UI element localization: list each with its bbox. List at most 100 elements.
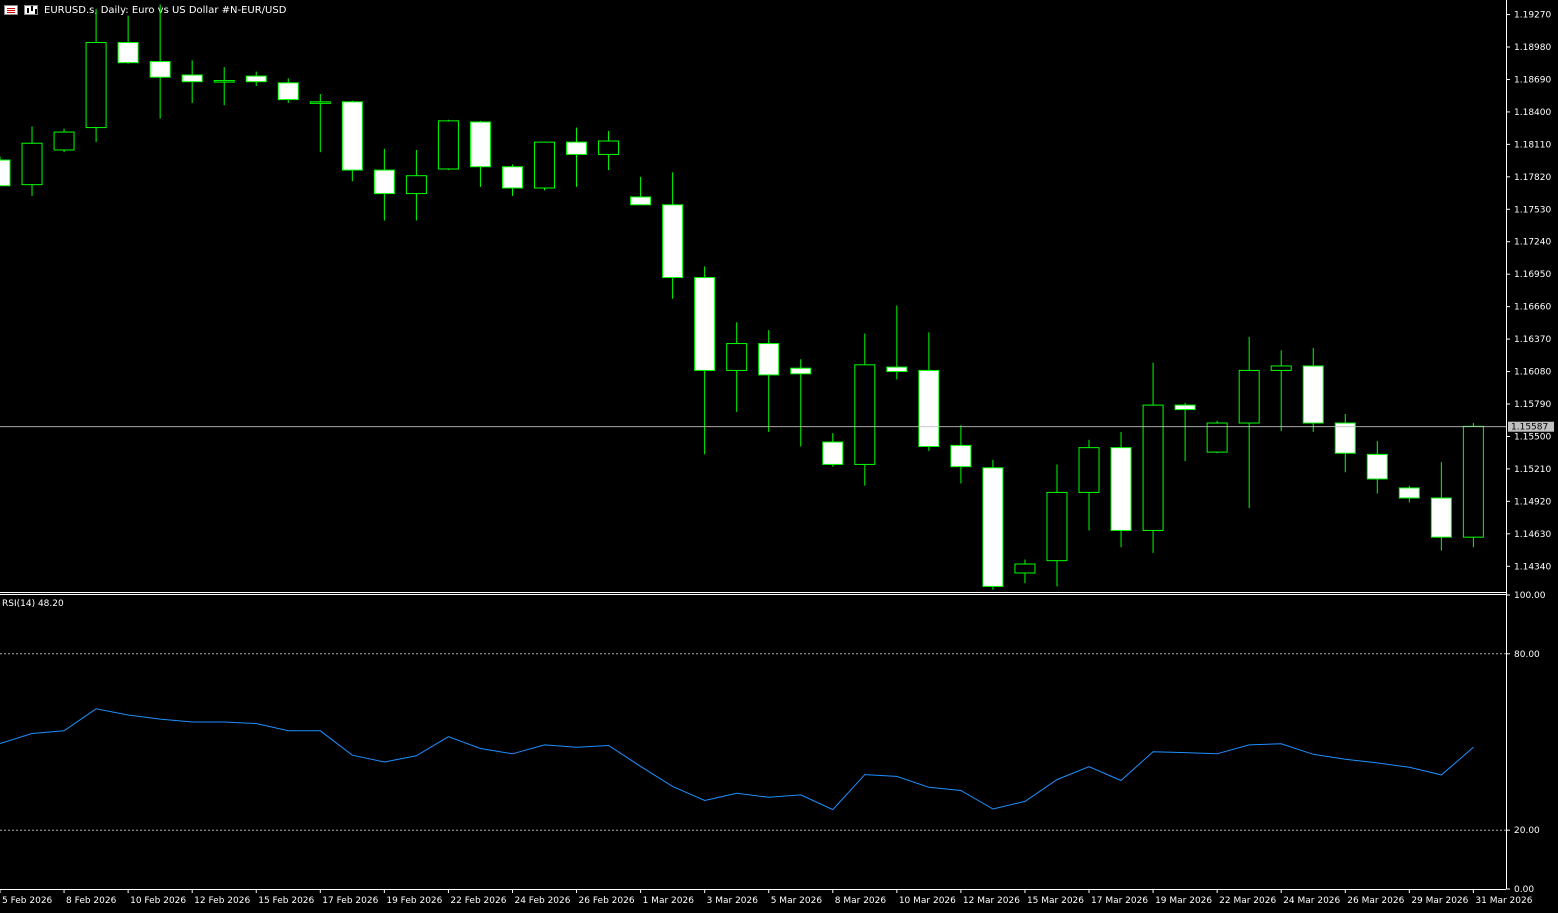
candle-body <box>1078 447 1100 493</box>
price-tick-label: 1.14630 <box>1514 530 1551 540</box>
time-tick-label: 15 Feb 2026 <box>258 896 314 906</box>
candle <box>469 120 491 187</box>
time-tick-label: 22 Mar 2026 <box>1219 896 1276 906</box>
candle-body <box>1302 365 1324 424</box>
candle <box>1078 439 1100 531</box>
price-axis: 1.19270 1.18980 1.18690 1.18400 1.18110 1.178… <box>1506 11 1551 572</box>
price-tick-label: 1.19270 <box>1514 11 1551 21</box>
candle-body <box>117 42 139 64</box>
price-tick-label: 1.16080 <box>1514 368 1551 378</box>
candles-group <box>0 4 1484 590</box>
candle-body <box>1430 497 1452 538</box>
candle <box>1110 431 1132 548</box>
candle-body <box>53 131 75 151</box>
price-tick-label: 1.15210 <box>1514 465 1551 475</box>
candle <box>53 128 75 153</box>
candle <box>630 176 652 206</box>
candle <box>790 359 812 447</box>
time-axis: 5 Feb 2026 8 Feb 2026 10 Feb 2026 12 Feb 20… <box>0 889 1533 906</box>
candle-body <box>822 441 844 465</box>
time-tick-label: 12 Mar 2026 <box>963 896 1020 906</box>
candle-body <box>501 166 523 189</box>
price-tick-label: 1.16370 <box>1514 335 1551 345</box>
candle <box>566 127 588 187</box>
candle <box>598 130 620 171</box>
time-tick-label: 22 Feb 2026 <box>450 896 506 906</box>
rsi-tick-label: 20.00 <box>1514 826 1540 836</box>
candle-body <box>373 169 395 195</box>
rsi-label: RSI(14) 48.20 <box>2 599 64 609</box>
candle-body <box>341 101 363 171</box>
candle-body <box>181 74 203 83</box>
rsi-line <box>0 708 1474 811</box>
time-tick-label: 3 Mar 2026 <box>707 896 759 906</box>
candle-body <box>245 75 267 83</box>
candle-body <box>149 61 171 78</box>
candle <box>405 149 427 221</box>
candle <box>85 8 107 143</box>
candle <box>1302 348 1324 432</box>
rsi-tick-label: 0.00 <box>1514 885 1534 895</box>
candle-body <box>598 140 620 155</box>
current-price-badge <box>1508 421 1554 432</box>
list-icon[interactable] <box>4 5 18 15</box>
candle-body <box>1462 425 1484 538</box>
price-tick-label: 1.17820 <box>1514 173 1551 183</box>
candle-body <box>886 366 908 373</box>
candle-body <box>1334 422 1356 454</box>
candle-body <box>469 121 491 168</box>
candle <box>1462 423 1484 548</box>
candle-body <box>854 364 876 465</box>
time-tick-label: 17 Feb 2026 <box>322 896 378 906</box>
candle-body <box>1238 369 1260 424</box>
price-tick-label: 1.17240 <box>1514 238 1551 248</box>
candle <box>21 126 43 196</box>
candle <box>1206 420 1228 454</box>
price-tick-label: 1.18400 <box>1514 108 1551 118</box>
candle <box>950 425 972 484</box>
price-tick-label: 1.16660 <box>1514 303 1551 313</box>
candle-body <box>277 82 299 101</box>
candle-body <box>1366 453 1388 480</box>
candle <box>309 94 331 153</box>
candle-body <box>726 343 748 371</box>
time-tick-label: 5 Mar 2026 <box>771 896 823 906</box>
price-tick-label: 1.17530 <box>1514 205 1551 215</box>
rsi-group: 100.00 80.00 20.00 0.00 <box>0 591 1546 895</box>
time-tick-label: 12 Feb 2026 <box>194 896 250 906</box>
candle <box>1270 350 1292 431</box>
chart-icon[interactable] <box>24 5 38 15</box>
time-tick-label: 1 Mar 2026 <box>643 896 695 906</box>
candle-body <box>437 120 459 170</box>
price-tick-label: 1.18690 <box>1514 75 1551 85</box>
candle-body <box>1206 422 1228 453</box>
candle-body <box>1270 365 1292 371</box>
candle <box>1398 485 1420 503</box>
candle <box>1046 464 1068 587</box>
price-tick-label: 1.14340 <box>1514 562 1551 572</box>
time-tick-label: 29 Mar 2026 <box>1411 896 1468 906</box>
time-tick-label: 26 Mar 2026 <box>1347 896 1404 906</box>
price-tick-label: 1.18980 <box>1514 43 1551 53</box>
candle <box>1366 440 1388 494</box>
candle <box>694 266 716 455</box>
candle-body <box>213 80 235 83</box>
candle-body <box>950 444 972 468</box>
candle <box>1430 462 1452 551</box>
price-tick-label: 1.14920 <box>1514 497 1551 507</box>
time-tick-label: 19 Feb 2026 <box>386 896 442 906</box>
candle <box>341 100 363 182</box>
candle-body <box>21 142 43 186</box>
candle <box>0 156 11 187</box>
candle-body <box>1014 563 1036 574</box>
candle-body <box>918 369 940 448</box>
time-tick-label: 19 Mar 2026 <box>1155 896 1212 906</box>
candle <box>726 322 748 412</box>
candle-body <box>630 196 652 206</box>
candle <box>918 332 940 451</box>
candle-body <box>982 467 1004 587</box>
time-tick-label: 5 Feb 2026 <box>2 896 53 906</box>
candle <box>1014 559 1036 584</box>
price-tick-label: 1.15500 <box>1514 432 1551 442</box>
